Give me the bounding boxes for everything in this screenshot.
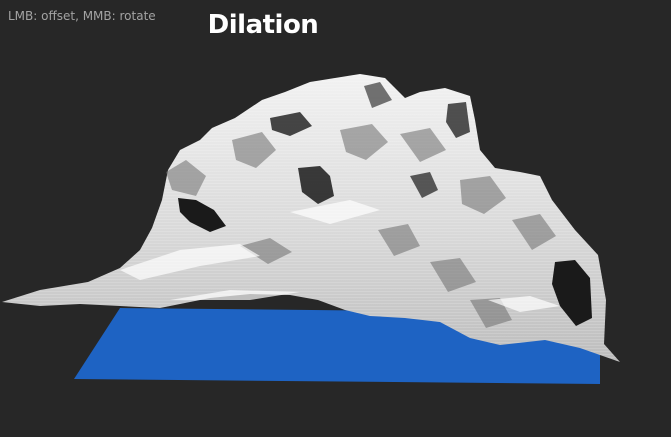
controls-hint: LMB: offset, MMB: rotate [8,9,156,23]
terrain-highlights [120,200,560,312]
page-title: Dilation [207,10,319,40]
terrain-shadows [178,82,592,326]
terrain-shading [166,124,556,328]
